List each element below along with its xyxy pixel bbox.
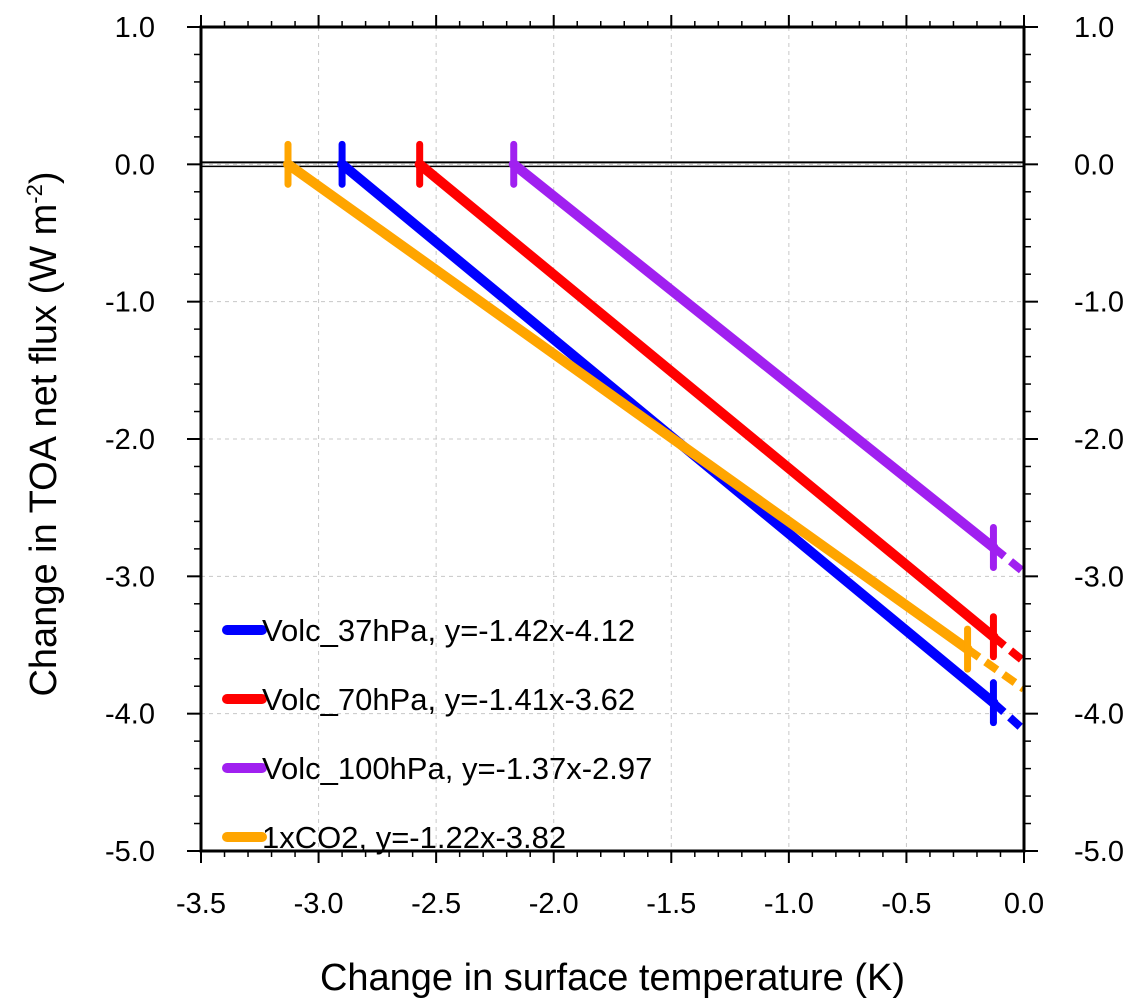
series-volc-70hpa [414,140,1027,665]
y-axis-title-superscript: -2 [22,184,47,204]
y-tick-label-left: -5.0 [105,836,155,868]
y-tick-label-left: -2.0 [105,424,155,456]
y-tick-label-right: 1.0 [1074,12,1114,44]
x-tick-label: -2.0 [529,888,579,920]
x-tick-label: -2.5 [411,888,461,920]
x-tick-label: -1.5 [646,888,696,920]
y-tick-label-left: -1.0 [105,287,155,319]
legend-label: Volc_37hPa, y=-1.42x-4.12 [262,613,635,648]
y-tick-label-left: 0.0 [115,149,155,181]
y-tick-label-left: -4.0 [105,699,155,731]
y-tick-label-right: -1.0 [1074,287,1124,319]
series-line [414,159,999,642]
grid-lines [201,27,1024,851]
legend-label: Volc_70hPa, y=-1.41x-3.62 [262,682,635,717]
series-line [283,159,973,655]
y-tick-label-right: -3.0 [1074,561,1124,593]
x-tick-label: -1.0 [764,888,814,920]
x-tick-label: -0.5 [881,888,931,920]
y-tick-label-right: -4.0 [1074,699,1124,731]
x-tick-label: -3.0 [294,888,344,920]
series-1xco2 [283,140,1027,693]
x-axis-title: Change in surface temperature (K) [320,957,905,999]
series-extrapolation [990,699,1027,734]
y-axis-title-close: ) [23,171,65,184]
series-extrapolation [990,544,1027,576]
series-volc-100hpa [508,140,1027,576]
series-extrapolation [990,633,1027,665]
y-tick-label-left: 1.0 [115,12,155,44]
y-tick-label-right: -2.0 [1074,424,1124,456]
x-tick-label: -3.5 [176,888,226,920]
y-tick-label-right: -5.0 [1074,836,1124,868]
legend-label: Volc_100hPa, y=-1.37x-2.97 [262,751,652,786]
legend-label: 1xCO2, y=-1.22x-3.82 [262,820,566,855]
y-axis-title: Change in TOA net flux (W m-2) [22,171,65,696]
x-tick-label: 0.0 [1004,888,1044,920]
y-tick-label-left: -3.0 [105,561,155,593]
series-extrapolation [965,645,1027,693]
legend: Volc_37hPa, y=-1.42x-4.12 Volc_70hPa, y=-… [222,613,652,855]
tick-marks [187,15,1038,863]
tick-labels: -3.5 -3.0 -2.5 -2.0 -1.5 -1.0 -0.5 0.0 1.0 1.0 0.0… [105,12,1124,920]
y-axis-title-main: Change in TOA net flux (W m [23,204,65,697]
series-lines [283,140,1027,734]
series-line [508,159,999,553]
y-tick-label-right: 0.0 [1074,149,1114,181]
